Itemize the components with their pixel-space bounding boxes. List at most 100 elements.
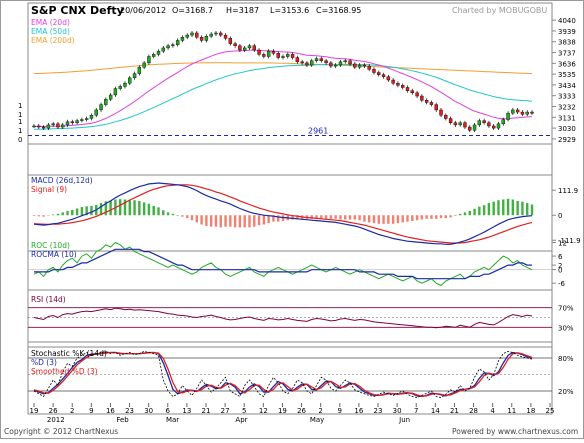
- macd-histogram-bar: [310, 215, 313, 219]
- price-candle-body: [161, 47, 165, 52]
- price-y-tick-label: 3232: [558, 104, 576, 112]
- price-candle-body: [367, 65, 371, 70]
- x-tick-label: 5: [242, 407, 246, 415]
- price-candle-body: [343, 60, 347, 63]
- macd-histogram-bar: [377, 215, 380, 224]
- price-candle-body: [405, 87, 410, 91]
- price-candle-body: [410, 90, 414, 94]
- price-candle-body: [391, 79, 395, 84]
- price-candle-body: [104, 99, 108, 105]
- x-tick-label: 26: [297, 407, 306, 415]
- macd-histogram-bar: [291, 215, 294, 220]
- roc-legend-item: ROCMA (10): [31, 250, 77, 259]
- roc-legend-item: ROC (10d): [31, 241, 70, 250]
- ema20-line: [33, 49, 533, 128]
- macd-histogram-bar: [526, 203, 529, 216]
- price-panel: 4040 3939 3838 3737 3636 3535 3434 3333 3232 3131…: [18, 17, 576, 145]
- price-left-axis-label: 1: [18, 118, 22, 126]
- price-candle-body: [310, 60, 314, 66]
- macd-histogram-bar: [372, 215, 376, 224]
- price-candle-body: [266, 50, 271, 57]
- price-y-tick-label: 2929: [558, 136, 576, 144]
- macd-histogram-bar: [71, 209, 74, 216]
- price-candle-body: [515, 109, 520, 113]
- price-candle-body: [108, 94, 113, 100]
- price-candle-body: [525, 111, 529, 115]
- stoch-y-tick-label: 20%: [558, 388, 574, 396]
- macd-y-tick-label: 111.9: [558, 187, 578, 195]
- macd-histogram-bar: [75, 208, 79, 216]
- price-candle-body: [386, 76, 391, 81]
- chart-title: S&P CNX Defty: [31, 4, 124, 17]
- macd-histogram-bar: [162, 210, 165, 216]
- price-candle-body: [175, 40, 180, 45]
- price-candle-body: [84, 118, 89, 120]
- price-candle-body: [314, 58, 319, 61]
- price-candle-body: [156, 50, 161, 55]
- macd-histogram-bar: [473, 208, 476, 216]
- price-candle-body: [472, 124, 477, 131]
- header-credit: Charted by MOBUGOBU: [452, 6, 547, 15]
- macd-histogram-bar: [415, 215, 419, 221]
- stoch-smoothed-d-line: [33, 351, 533, 397]
- price-candle-body: [132, 73, 137, 79]
- macd-histogram-bar: [205, 215, 208, 226]
- macd-panel: 111.9 0 -111.9 MACD (26d,12d)Signal (9): [28, 174, 581, 252]
- macd-histogram-bar: [181, 215, 184, 217]
- x-month-label: Apr: [235, 416, 247, 424]
- price-candle-body: [276, 53, 280, 58]
- x-tick-label: 23: [374, 407, 383, 415]
- price-left-axis-label: 0: [18, 136, 22, 144]
- price-candle-body: [190, 32, 194, 36]
- price-candle-body: [61, 124, 65, 128]
- price-candle-body: [381, 74, 386, 77]
- price-legend-item: EMA (50d): [31, 27, 70, 36]
- stoch-legend-item: Smoothed %D (3): [31, 367, 98, 376]
- price-left-axis-label: 1: [18, 127, 22, 135]
- price-candle-body: [420, 95, 424, 101]
- macd-histogram-bar: [463, 212, 467, 216]
- x-tick-label: 6: [166, 407, 171, 415]
- macd-histogram-bar: [406, 215, 409, 222]
- price-candle-body: [463, 122, 467, 128]
- macd-histogram-bar: [61, 212, 64, 216]
- price-candle-body: [228, 38, 233, 44]
- stoch-legend-item: Stochastic %K (14d): [31, 349, 107, 358]
- price-y-tick-label: 3131: [558, 114, 576, 122]
- price-candle-body: [166, 45, 170, 49]
- macd-histogram-bar: [329, 215, 333, 219]
- price-candle-body: [118, 86, 122, 89]
- macd-histogram-bar: [157, 207, 160, 216]
- price-candle-body: [377, 72, 381, 75]
- macd-histogram-bar: [425, 215, 428, 219]
- price-candle-body: [142, 62, 146, 68]
- price-candle-body: [348, 60, 352, 65]
- price-y-tick-label: 3333: [558, 93, 576, 101]
- ema50-line: [34, 64, 533, 130]
- price-candle-body: [448, 118, 453, 123]
- x-tick-label: 30: [144, 407, 153, 415]
- header-open: O=3168.7: [172, 6, 213, 15]
- stoch-legend-item: %D (3): [31, 358, 57, 367]
- macd-histogram-bar: [530, 204, 534, 216]
- price-candle-body: [338, 61, 343, 66]
- x-tick-label: 2: [70, 407, 74, 415]
- price-candle-body: [223, 34, 228, 39]
- header-low: L=3153.6: [270, 6, 309, 15]
- macd-histogram-bar: [238, 215, 242, 228]
- macd-histogram-bar: [449, 215, 452, 218]
- macd-histogram-bar: [248, 215, 251, 228]
- price-candle-body: [128, 77, 132, 84]
- macd-histogram-bar: [387, 215, 390, 224]
- x-month-label: 2012: [47, 416, 65, 424]
- x-axis: 19 26 2 9 16 23 30 6 13 21 27 5 12 19 26 2 9 16 23 30 7 14 21 2…: [30, 403, 554, 424]
- macd-histogram-bar: [209, 215, 213, 227]
- macd-histogram-bar: [458, 213, 462, 216]
- macd-histogram-bar: [56, 213, 60, 216]
- macd-histogram-bar: [396, 215, 400, 224]
- price-candle-body: [286, 54, 290, 57]
- price-y-tick-label: 3030: [558, 125, 576, 133]
- x-month-label: Feb: [116, 416, 129, 424]
- price-candle-body: [238, 45, 242, 51]
